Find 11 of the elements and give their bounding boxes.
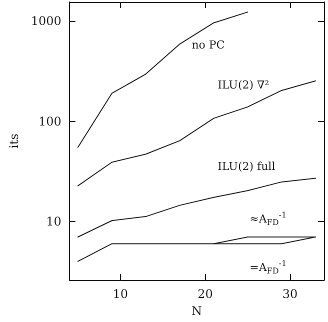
y-axis-title: its bbox=[7, 134, 21, 148]
x-tick-label: 20 bbox=[198, 287, 213, 302]
y-tick-label: 100 bbox=[38, 114, 62, 128]
x-tick-label: 30 bbox=[282, 287, 298, 302]
series-label: ILU(2) ∇² bbox=[218, 78, 270, 92]
series-label: ILU(2) full bbox=[218, 160, 276, 174]
x-axis-title: N bbox=[191, 304, 202, 318]
x-tick-label: 10 bbox=[112, 287, 128, 302]
y-tick-label: 1000 bbox=[30, 14, 62, 28]
y-tick-label: 10 bbox=[46, 214, 62, 228]
series-label: no PC bbox=[192, 38, 225, 52]
